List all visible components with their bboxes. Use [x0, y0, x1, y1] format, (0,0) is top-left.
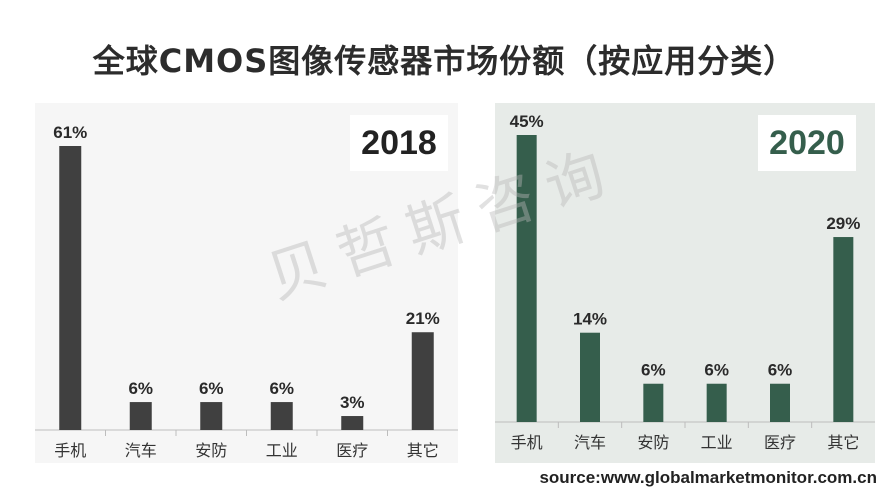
bar-2020-2	[580, 332, 600, 422]
category-label-2020-3: 安防	[637, 433, 669, 452]
data-label-2020-1: 45%	[510, 112, 544, 131]
data-label-2018-1: 61%	[53, 123, 87, 142]
category-label-2018-1: 手机	[54, 441, 86, 460]
bar-2018-2	[129, 402, 152, 430]
category-label-2018-6: 其它	[407, 441, 439, 460]
bar-chart-2020: 45% 手机 14% 汽车 6% 安防 6% 工业 6% 医疗 29% 其它	[495, 112, 875, 452]
data-label-2018-5: 3%	[340, 393, 365, 412]
category-label-2020-4: 工业	[701, 433, 733, 452]
bar-2020-5	[770, 383, 790, 422]
data-label-2018-4: 6%	[269, 379, 294, 398]
data-label-2020-3: 6%	[641, 361, 666, 380]
data-label-2018-2: 6%	[128, 379, 153, 398]
chart-title: 全球CMOS图像传感器市场份额（按应用分类）	[92, 42, 797, 80]
category-label-2020-6: 其它	[827, 433, 859, 452]
source-text: source:www.globalmarketmonitor.com.cn	[539, 468, 877, 487]
bar-2018-4	[270, 402, 293, 430]
category-label-2020-5: 医疗	[764, 433, 796, 452]
bar-2018-3	[200, 402, 223, 430]
data-label-2020-6: 29%	[826, 214, 860, 233]
year-label-2018: 2018	[350, 115, 448, 171]
data-label-2018-3: 6%	[199, 379, 224, 398]
bar-2018-5	[341, 416, 364, 430]
chart-panel-2018: 61% 手机 6% 汽车 6% 安防 6% 工业 3% 医疗 21% 其它 2018	[35, 103, 458, 463]
bar-2020-6	[833, 237, 854, 422]
category-label-2020-1: 手机	[511, 433, 543, 452]
bar-chart-2018: 61% 手机 6% 汽车 6% 安防 6% 工业 3% 医疗 21% 其它	[35, 123, 458, 460]
category-label-2018-4: 工业	[266, 441, 298, 460]
chart-panel-2020: 45% 手机 14% 汽车 6% 安防 6% 工业 6% 医疗 29% 其它 2020	[495, 103, 875, 463]
data-label-2020-2: 14%	[573, 310, 607, 329]
category-label-2020-2: 汽车	[574, 433, 606, 452]
category-label-2018-3: 安防	[195, 441, 227, 460]
year-label-2020: 2020	[758, 115, 856, 171]
bar-2020-3	[643, 383, 664, 422]
bar-2018-1	[59, 146, 82, 430]
data-label-2018-6: 21%	[406, 309, 440, 328]
bar-2020-1	[516, 135, 537, 422]
bar-2018-6	[411, 332, 434, 430]
data-label-2020-5: 6%	[768, 361, 793, 380]
bar-2020-4	[706, 383, 727, 422]
category-label-2018-5: 医疗	[336, 441, 368, 460]
data-label-2020-4: 6%	[704, 361, 729, 380]
category-label-2018-2: 汽车	[125, 441, 157, 460]
